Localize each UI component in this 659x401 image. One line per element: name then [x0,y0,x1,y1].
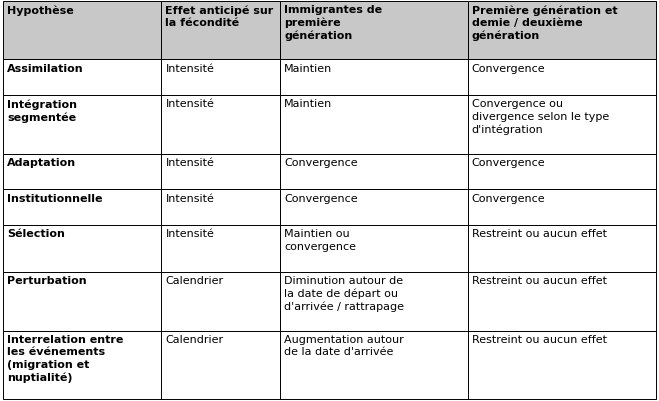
Text: Convergence ou
divergence selon le type
d'intégration: Convergence ou divergence selon le type … [472,99,609,134]
Bar [468,60,656,96]
Bar [3,272,161,331]
Bar [3,190,161,225]
Text: Adaptation: Adaptation [7,158,76,168]
Text: Institutionnelle: Institutionnelle [7,193,103,203]
Bar [468,154,656,190]
Text: Maintien ou
convergence: Maintien ou convergence [284,229,356,251]
Text: Convergence: Convergence [472,193,546,203]
Text: Hypothèse: Hypothèse [7,5,74,16]
Text: Convergence: Convergence [284,158,358,168]
Text: Convergence: Convergence [284,193,358,203]
Bar [161,331,280,399]
Text: Sélection: Sélection [7,229,65,239]
Bar [280,225,468,272]
Text: Intensité: Intensité [165,193,214,203]
Bar [280,331,468,399]
Text: Augmentation autour
de la date d'arrivée: Augmentation autour de la date d'arrivée [284,334,404,356]
Text: Calendrier: Calendrier [165,334,223,344]
Text: Calendrier: Calendrier [165,275,223,286]
Bar [3,154,161,190]
Text: Intégration
segmentée: Intégration segmentée [7,99,77,123]
Bar [468,190,656,225]
Bar [468,225,656,272]
Text: Première génération et
demie / deuxième
génération: Première génération et demie / deuxième … [472,5,617,41]
Bar [468,96,656,154]
Text: Restreint ou aucun effet: Restreint ou aucun effet [472,334,607,344]
Bar [161,154,280,190]
Text: Perturbation: Perturbation [7,275,87,286]
Text: Convergence: Convergence [472,158,546,168]
Bar [280,154,468,190]
Text: Assimilation: Assimilation [7,63,84,73]
Text: Interrelation entre
les événements
(migration et
nuptialité): Interrelation entre les événements (migr… [7,334,124,382]
Bar [161,225,280,272]
Bar [161,272,280,331]
Text: Immigrantes de
première
génération: Immigrantes de première génération [284,5,382,41]
Bar [161,190,280,225]
Bar [3,60,161,96]
Text: Intensité: Intensité [165,158,214,168]
Bar [3,2,161,60]
Text: Maintien: Maintien [284,63,332,73]
Bar [468,272,656,331]
Text: Maintien: Maintien [284,99,332,109]
Bar [280,2,468,60]
Bar [280,60,468,96]
Text: Diminution autour de
la date de départ ou
d'arrivée / rattrapage: Diminution autour de la date de départ o… [284,275,404,312]
Bar [3,96,161,154]
Bar [280,272,468,331]
Text: Intensité: Intensité [165,229,214,239]
Text: Intensité: Intensité [165,99,214,109]
Bar [468,2,656,60]
Bar [161,96,280,154]
Bar [161,2,280,60]
Bar [280,190,468,225]
Text: Effet anticipé sur
la fécondité: Effet anticipé sur la fécondité [165,5,273,28]
Bar [3,225,161,272]
Text: Intensité: Intensité [165,63,214,73]
Text: Convergence: Convergence [472,63,546,73]
Text: Restreint ou aucun effet: Restreint ou aucun effet [472,229,607,239]
Bar [280,96,468,154]
Bar [468,331,656,399]
Bar [3,331,161,399]
Bar [161,60,280,96]
Text: Restreint ou aucun effet: Restreint ou aucun effet [472,275,607,286]
